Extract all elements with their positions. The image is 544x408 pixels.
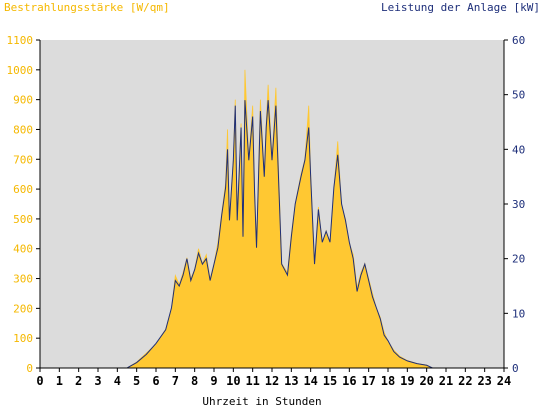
- x-axis-title: Uhrzeit in Stunden: [202, 395, 321, 408]
- left-tick-label: 300: [13, 273, 33, 286]
- left-tick-label: 0: [26, 362, 33, 375]
- x-tick-label: 1: [56, 374, 63, 388]
- x-tick-label: 18: [381, 374, 395, 388]
- left-tick-label: 800: [13, 123, 33, 136]
- left-tick-label: 200: [13, 302, 33, 315]
- x-tick-label: 10: [226, 374, 240, 388]
- x-tick-label: 9: [210, 374, 217, 388]
- x-tick-label: 11: [245, 374, 259, 388]
- x-tick-label: 0: [36, 374, 43, 388]
- right-tick-label: 20: [512, 253, 525, 266]
- right-tick-label: 40: [512, 143, 525, 156]
- left-tick-label: 600: [13, 183, 33, 196]
- x-tick-label: 17: [361, 374, 375, 388]
- right-tick-label: 60: [512, 34, 525, 47]
- series-lines: [40, 100, 504, 369]
- x-tick-label: 14: [303, 374, 317, 388]
- series-line-power: [40, 100, 504, 369]
- right-tick-label: 50: [512, 89, 525, 102]
- x-tick-label: 8: [191, 374, 198, 388]
- x-tick-label: 12: [265, 374, 279, 388]
- right-tick-label: 10: [512, 307, 525, 320]
- x-tick-label: 22: [458, 374, 472, 388]
- right-tick-label: 0: [512, 362, 519, 375]
- left-tick-label: 1000: [7, 64, 34, 77]
- x-tick-label: 24: [497, 374, 511, 388]
- left-tick-label: 900: [13, 94, 33, 107]
- x-tick-label: 3: [94, 374, 101, 388]
- right-axis-title: Leistung der Anlage [kW]: [381, 1, 540, 14]
- right-ticks: 0 10 20 30 40 50 60: [504, 34, 525, 375]
- left-tick-label: 700: [13, 153, 33, 166]
- x-tick-label: 13: [284, 374, 298, 388]
- x-tick-label: 23: [477, 374, 491, 388]
- left-tick-label: 100: [13, 332, 33, 345]
- x-tick-label: 7: [172, 374, 179, 388]
- left-tick-label: 500: [13, 213, 33, 226]
- x-tick-label: 2: [75, 374, 82, 388]
- x-tick-label: 19: [400, 374, 414, 388]
- x-ticks: 0 1 2 3 4 5 6 7 8 9 10 11 12 13 14 15 16 17 18 19 20 21 22 23 24: [36, 368, 511, 388]
- x-tick-label: 15: [323, 374, 337, 388]
- x-tick-label: 21: [439, 374, 453, 388]
- x-tick-label: 4: [114, 374, 121, 388]
- left-ticks: 0 100 200 300 400 500 600 700 800 900 1000 1100: [7, 34, 40, 375]
- left-tick-label: 400: [13, 243, 33, 256]
- x-tick-label: 6: [152, 374, 159, 388]
- left-axis-title: Bestrahlungsstärke [W/qm]: [4, 1, 170, 14]
- x-tick-label: 20: [419, 374, 433, 388]
- x-tick-label: 16: [342, 374, 356, 388]
- left-tick-label: 1100: [7, 34, 34, 47]
- right-tick-label: 30: [512, 198, 525, 211]
- x-tick-label: 5: [133, 374, 140, 388]
